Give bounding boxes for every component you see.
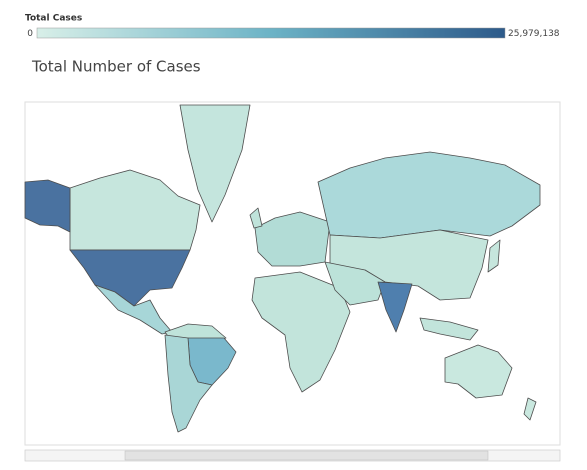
- japan: [487, 239, 501, 273]
- greenland: [179, 104, 251, 223]
- south-america-west: [164, 334, 213, 433]
- map-title: Total Number of Cases: [31, 58, 201, 76]
- usa: [69, 249, 191, 307]
- scrollbar-thumb[interactable]: [124, 450, 489, 461]
- mexico: [94, 284, 173, 335]
- middle-east: [324, 261, 386, 306]
- world-map: [24, 104, 541, 433]
- new-zealand: [523, 397, 537, 421]
- legend-title: Total Cases: [25, 14, 82, 24]
- color-scale: [36, 27, 506, 39]
- indonesia: [419, 317, 479, 341]
- legend-max: 25,979,138: [508, 29, 560, 39]
- legend-min: 0: [27, 29, 33, 39]
- india: [377, 281, 413, 333]
- uk: [249, 207, 263, 229]
- australia: [444, 344, 513, 399]
- alaska: [24, 179, 71, 233]
